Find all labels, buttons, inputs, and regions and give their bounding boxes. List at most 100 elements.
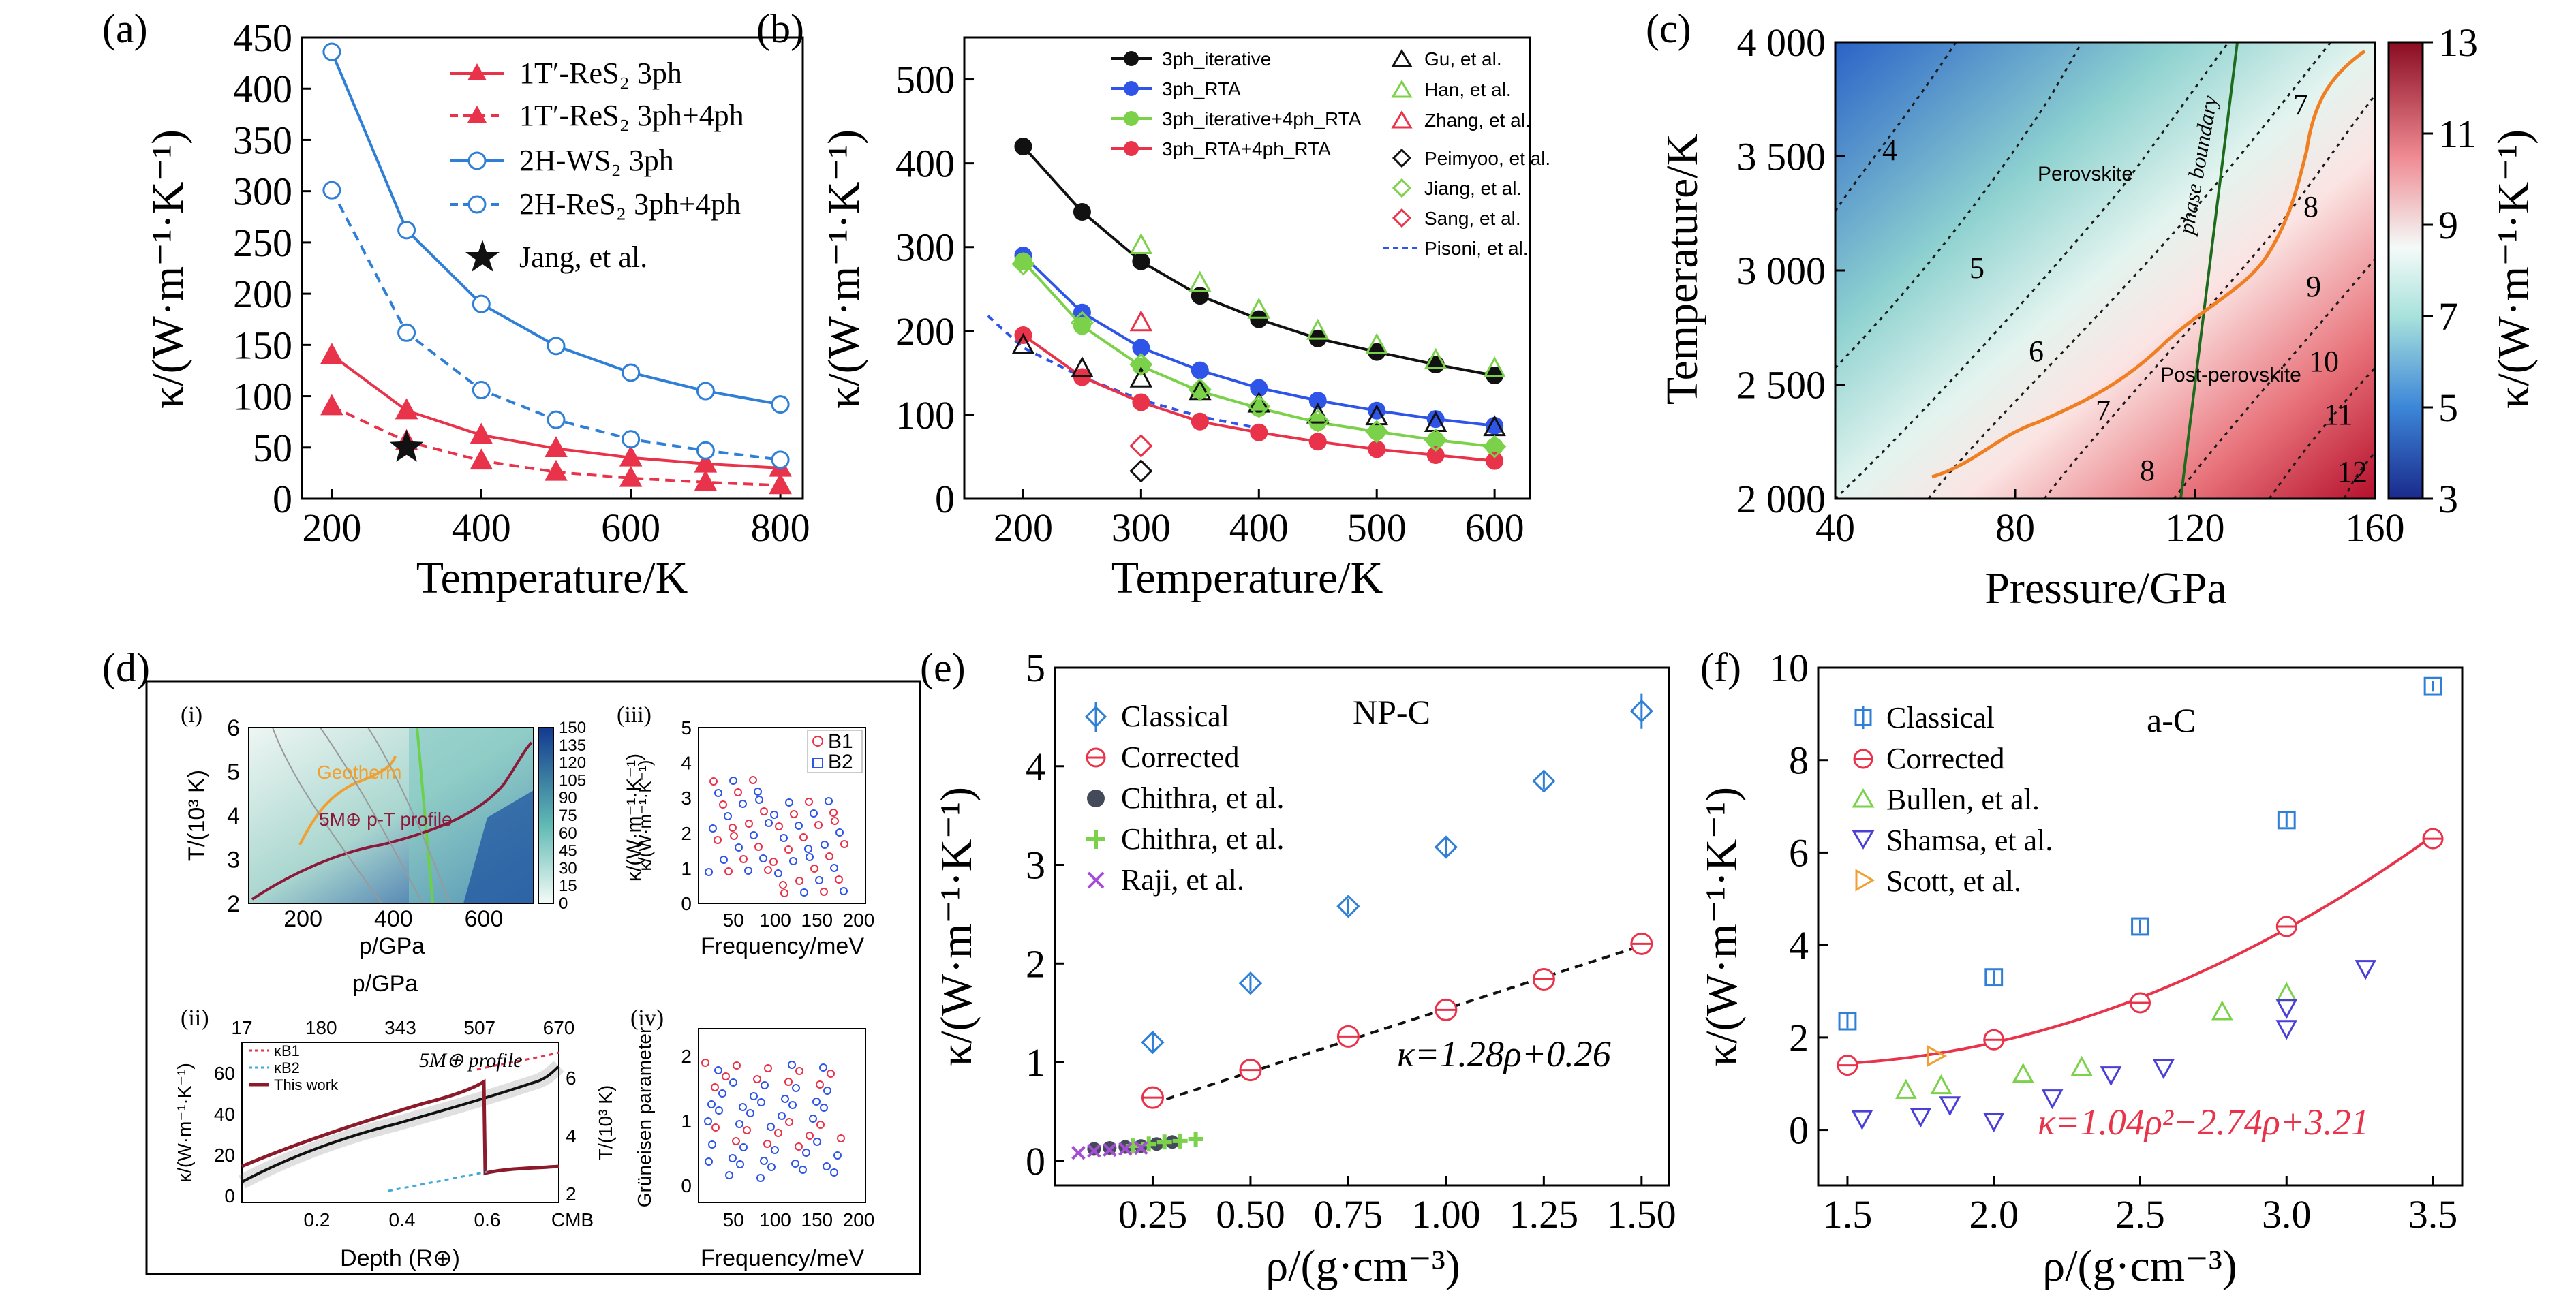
y-tick-label: 4 000 [1737, 20, 1826, 65]
diii-point [739, 855, 748, 863]
exp-point-b [1011, 332, 1035, 354]
y-tick-label: 50 [253, 426, 292, 470]
div-point [827, 1070, 835, 1078]
diii-point [754, 843, 763, 851]
subpanel-i-cbar-label: κ/(W·m⁻¹·K⁻¹) [623, 753, 645, 882]
diii-point [745, 820, 753, 828]
data-point-f [1930, 1074, 1952, 1095]
data-point-a [771, 395, 790, 414]
contour-label-group: 4 5 6 7 8 7 8 9 10 11 12 [1882, 88, 2367, 488]
diii-point [709, 777, 718, 786]
diii-point [840, 840, 848, 848]
panel-c-cbar-label: κ/(W·m⁻¹·K⁻¹) [2489, 129, 2539, 409]
exp-point-b [1129, 434, 1153, 458]
div-point [761, 1081, 769, 1089]
data-point-b [1308, 433, 1327, 451]
y-tick-label: 150 [233, 323, 292, 367]
data-point-f [2355, 960, 2377, 980]
legend-dii-1: κB1 [274, 1042, 300, 1059]
diii-point [749, 776, 757, 784]
contour-label-12: 12 [2337, 455, 2367, 488]
legend-b-7: Zhang, et al. [1424, 110, 1531, 131]
data-point-b [1073, 317, 1091, 335]
div-point [802, 1149, 810, 1157]
exp-point-b [1189, 270, 1212, 292]
di-cbar-tick: 45 [559, 842, 577, 860]
x-tick-label: 1.00 [1411, 1192, 1481, 1236]
legend-b-11: Pisoni, et al. [1424, 238, 1529, 259]
legend-b-8: Peimyoo, et al. [1424, 148, 1550, 169]
diii-point [744, 867, 752, 875]
div-xtick: 150 [801, 1209, 833, 1230]
data-point-a [696, 441, 715, 460]
data-point-b [1486, 416, 1504, 435]
legend-a-1: 1T′-ReS₂ 3ph [519, 57, 682, 90]
diii-point [821, 841, 829, 849]
diii-point [831, 817, 839, 825]
dii-toptick: 180 [305, 1017, 337, 1038]
diii-point [774, 869, 782, 877]
div-point [750, 1092, 758, 1100]
div-point [707, 1100, 716, 1108]
dii-ytick: 60 [214, 1063, 235, 1084]
contour-label-8a: 8 [2140, 454, 2155, 487]
y-tick-label: 2 [1789, 1016, 1809, 1060]
panel-f-title: a-C [2147, 701, 2196, 739]
legend-a-5: Jang, et al. [519, 240, 647, 274]
exp-point-b [1365, 420, 1389, 444]
exp-point-b [1424, 428, 1447, 452]
exp-point-b [1129, 459, 1153, 483]
di-xtick: 200 [283, 906, 322, 932]
dii-ytick: 40 [214, 1104, 235, 1125]
contour-label-9: 9 [2306, 270, 2321, 303]
data-point-e [1071, 1146, 1086, 1160]
colorbar-d [538, 727, 554, 904]
contour-lines [1834, 42, 2376, 500]
div-point [743, 1126, 751, 1134]
subpanel-iv-ylabel: Grüneisen parameter [634, 1027, 655, 1208]
diii-point [780, 889, 788, 897]
diii-point [709, 824, 717, 833]
div-ytick: 1 [681, 1110, 692, 1132]
data-point-b [1426, 356, 1445, 374]
legend-e-3: Chithra, et al. [1121, 781, 1285, 815]
y-tick-label: 0 [273, 477, 292, 521]
diii-point [720, 856, 728, 864]
div-point [701, 1059, 709, 1067]
div-ytick: 2 [681, 1046, 692, 1067]
panel-b-xlabel: Temperature/K [1111, 553, 1383, 603]
di-cbar-tick: 0 [559, 895, 568, 913]
subpanel-iii-xlabel: Frequency/meV [701, 933, 864, 959]
subpanel-iv-xlabel: Frequency/meV [701, 1245, 864, 1271]
di-xtick: 400 [374, 906, 413, 932]
diii-point [829, 809, 838, 817]
panel-f-chart: 1.5 2.0 2.5 3.0 3.5 0 2 4 6 8 10 a-C κ=1.04ρ²−2.74… [1697, 646, 2464, 1291]
diii-point [739, 800, 747, 808]
div-point [788, 1101, 797, 1109]
data-point-a [545, 459, 568, 481]
panel-c-ylabel: Temperature/K [1657, 134, 1707, 405]
contour-label-11: 11 [2324, 398, 2352, 431]
diii-point [795, 877, 803, 885]
diii-point [714, 789, 722, 797]
panel-e-ylabel: κ/(W·m⁻¹·K⁻¹) [932, 787, 981, 1066]
data-point-b [1191, 412, 1209, 431]
contour-label-7b: 7 [2293, 88, 2308, 121]
diii-point [719, 800, 727, 809]
data-point-b [1426, 410, 1445, 429]
di-cbar-tick: 60 [559, 824, 577, 843]
diii-point [825, 852, 833, 860]
subpanel-i-tag: (i) [181, 702, 202, 728]
data-point-f [2012, 1062, 2034, 1083]
diii-point [779, 881, 787, 889]
div-point [736, 1160, 744, 1168]
panel-f-ylabel: κ/(W·m⁻¹·K⁻¹) [1697, 787, 1747, 1066]
data-point-b [1191, 287, 1209, 305]
div-point [735, 1120, 743, 1128]
exp-point-b [1365, 332, 1388, 354]
data-point-f [2070, 1055, 2093, 1076]
data-point-a [771, 450, 790, 469]
cbar-tick-label: 3 [2438, 477, 2458, 521]
di-ytick: 3 [227, 847, 240, 873]
x-tick-label: 120 [2166, 505, 2225, 550]
